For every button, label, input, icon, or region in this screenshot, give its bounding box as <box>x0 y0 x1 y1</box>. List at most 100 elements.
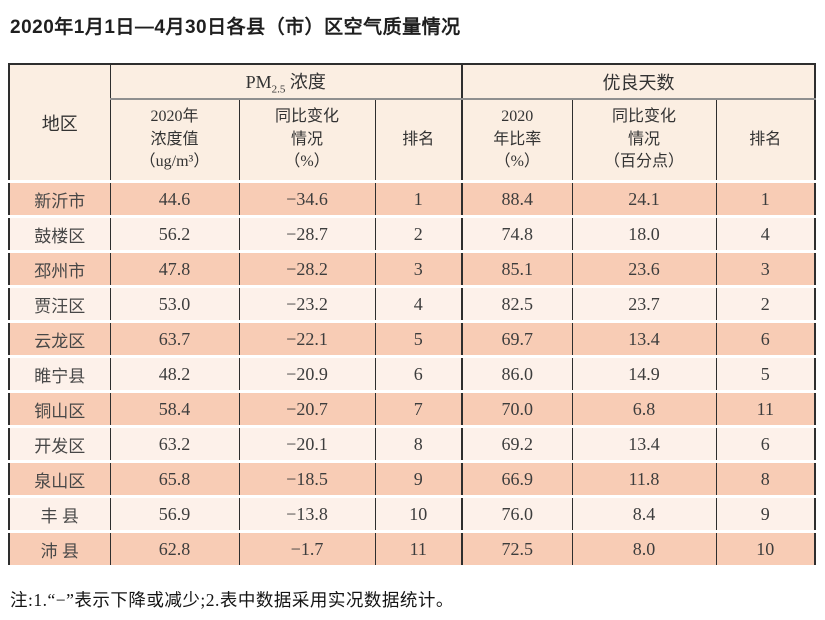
value-cell: 8 <box>374 426 463 463</box>
value-cell: 82.5 <box>461 286 573 323</box>
value-cell: 6.8 <box>571 391 717 428</box>
value-cell: 3 <box>715 251 816 288</box>
region-cell: 泉山区 <box>9 461 110 498</box>
region-cell: 沛 县 <box>9 531 110 568</box>
value-cell: 24.1 <box>571 181 717 218</box>
value-cell: −18.5 <box>238 461 375 498</box>
value-cell: 85.1 <box>461 251 573 288</box>
value-cell: 74.8 <box>461 216 573 253</box>
region-cell: 邳州市 <box>9 251 110 288</box>
value-cell: 13.4 <box>571 321 717 358</box>
value-cell: 23.6 <box>571 251 717 288</box>
value-cell: 62.8 <box>109 531 239 568</box>
value-cell: 72.5 <box>461 531 573 568</box>
region-cell: 贾汪区 <box>9 286 110 323</box>
table-row: 开发区 63.2 −20.1 8 69.2 13.4 6 <box>9 426 816 463</box>
value-cell: −34.6 <box>238 181 375 218</box>
pm25-label-suffix: 浓度 <box>285 71 326 92</box>
value-cell: 9 <box>374 461 463 498</box>
value-cell: 63.7 <box>109 321 239 358</box>
col-header-gd-rank: 排名 <box>715 99 816 183</box>
region-cell: 睢宁县 <box>9 356 110 393</box>
table-row: 新沂市 44.6 −34.6 1 88.4 24.1 1 <box>9 181 816 218</box>
value-cell: 8 <box>715 461 816 498</box>
region-cell: 云龙区 <box>9 321 110 358</box>
table-row: 丰 县 56.9 −13.8 10 76.0 8.4 9 <box>9 496 816 533</box>
value-cell: 18.0 <box>571 216 717 253</box>
value-cell: −20.7 <box>238 391 375 428</box>
value-cell: 14.9 <box>571 356 717 393</box>
value-cell: 86.0 <box>461 356 573 393</box>
value-cell: 58.4 <box>109 391 239 428</box>
value-cell: −13.8 <box>238 496 375 533</box>
value-cell: 70.0 <box>461 391 573 428</box>
value-cell: 65.8 <box>109 461 239 498</box>
table-row: 贾汪区 53.0 −23.2 4 82.5 23.7 2 <box>9 286 816 323</box>
table-row: 鼓楼区 56.2 −28.7 2 74.8 18.0 4 <box>9 216 816 253</box>
value-cell: 53.0 <box>109 286 239 323</box>
value-cell: 63.2 <box>109 426 239 463</box>
table-body: 新沂市 44.6 −34.6 1 88.4 24.1 1 鼓楼区 56.2 −2… <box>9 181 816 568</box>
value-cell: 5 <box>374 321 463 358</box>
region-cell: 鼓楼区 <box>9 216 110 253</box>
region-cell: 丰 县 <box>9 496 110 533</box>
table-header: 地区 PM2.5 浓度 优良天数 2020年 浓度值 （ug/m³） 同比变化 … <box>9 64 816 183</box>
pm25-label-prefix: PM <box>245 71 272 92</box>
region-column-header: 地区 <box>9 64 110 183</box>
value-cell: 3 <box>374 251 463 288</box>
value-cell: −28.7 <box>238 216 375 253</box>
col-header-gd-ratio: 2020 年比率 （%） <box>461 99 573 183</box>
value-cell: 23.7 <box>571 286 717 323</box>
value-cell: 69.2 <box>461 426 573 463</box>
value-cell: 48.2 <box>109 356 239 393</box>
value-cell: 56.9 <box>109 496 239 533</box>
col-header-pm-rank: 排名 <box>374 99 463 183</box>
group-header-row: 地区 PM2.5 浓度 优良天数 <box>9 64 816 183</box>
value-cell: −20.1 <box>238 426 375 463</box>
pm25-group-header: PM2.5 浓度 <box>109 64 463 100</box>
value-cell: −1.7 <box>238 531 375 568</box>
value-cell: 1 <box>374 181 463 218</box>
value-cell: 10 <box>715 531 816 568</box>
value-cell: 13.4 <box>571 426 717 463</box>
page-title: 2020年1月1日—4月30日各县（市）区空气质量情况 <box>10 17 461 38</box>
value-cell: 5 <box>715 356 816 393</box>
sub-header-row: 2020年 浓度值 （ug/m³） 同比变化 情况 （%） 排名 2020 年比… <box>9 99 816 183</box>
region-cell: 新沂市 <box>9 181 110 218</box>
value-cell: 11.8 <box>571 461 717 498</box>
value-cell: 9 <box>715 496 816 533</box>
value-cell: 2 <box>374 216 463 253</box>
table-row: 沛 县 62.8 −1.7 11 72.5 8.0 10 <box>9 531 816 568</box>
value-cell: −22.1 <box>238 321 375 358</box>
table-row: 铜山区 58.4 −20.7 7 70.0 6.8 11 <box>9 391 816 428</box>
value-cell: 88.4 <box>461 181 573 218</box>
value-cell: 4 <box>715 216 816 253</box>
table-row: 邳州市 47.8 −28.2 3 85.1 23.6 3 <box>9 251 816 288</box>
value-cell: 8.4 <box>571 496 717 533</box>
value-cell: 8.0 <box>571 531 717 568</box>
value-cell: 6 <box>715 426 816 463</box>
region-cell: 开发区 <box>9 426 110 463</box>
value-cell: 7 <box>374 391 463 428</box>
value-cell: 4 <box>374 286 463 323</box>
value-cell: 6 <box>374 356 463 393</box>
good-days-group-header: 优良天数 <box>461 64 816 100</box>
table-row: 云龙区 63.7 −22.1 5 69.7 13.4 6 <box>9 321 816 358</box>
value-cell: 11 <box>715 391 816 428</box>
value-cell: 66.9 <box>461 461 573 498</box>
col-header-pm-concentration: 2020年 浓度值 （ug/m³） <box>109 99 239 183</box>
value-cell: 1 <box>715 181 816 218</box>
value-cell: 56.2 <box>109 216 239 253</box>
value-cell: 47.8 <box>109 251 239 288</box>
table-row: 泉山区 65.8 −18.5 9 66.9 11.8 8 <box>9 461 816 498</box>
value-cell: 44.6 <box>109 181 239 218</box>
value-cell: 10 <box>374 496 463 533</box>
value-cell: 76.0 <box>461 496 573 533</box>
value-cell: 11 <box>374 531 463 568</box>
value-cell: 2 <box>715 286 816 323</box>
col-header-gd-change: 同比变化 情况 （百分点） <box>571 99 717 183</box>
value-cell: −23.2 <box>238 286 375 323</box>
footnote: 注:1.“−”表示下降或减少;2.表中数据采用实况数据统计。 <box>10 590 454 610</box>
table-row: 睢宁县 48.2 −20.9 6 86.0 14.9 5 <box>9 356 816 393</box>
